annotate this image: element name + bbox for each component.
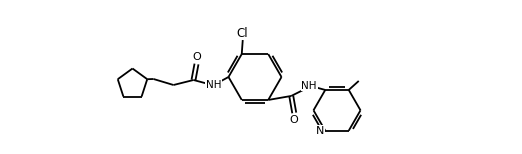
Text: O: O xyxy=(192,52,201,62)
Text: Cl: Cl xyxy=(236,26,247,40)
Text: O: O xyxy=(290,115,299,125)
Text: N: N xyxy=(316,126,324,136)
Text: NH: NH xyxy=(302,81,317,91)
Text: NH: NH xyxy=(206,80,221,90)
